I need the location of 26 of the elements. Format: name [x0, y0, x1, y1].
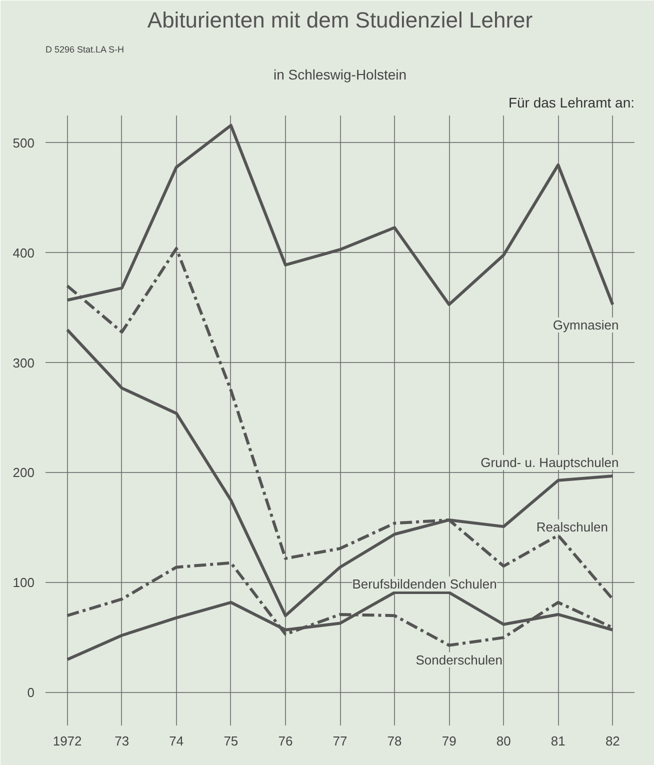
y-tick-label: 500: [12, 135, 35, 150]
chart-title: Abiturienten mit dem Studienziel Lehrer: [147, 8, 533, 32]
series-label: Gymnasien: [552, 318, 619, 333]
x-tick-label: 79: [442, 734, 456, 748]
y-tick-label: 400: [12, 245, 35, 260]
y-tick-label: 100: [12, 575, 35, 590]
y-tick-label: 200: [12, 465, 35, 480]
x-tick-label: 81: [550, 734, 566, 748]
x-tick-label: 80: [496, 734, 511, 748]
x-tick-label: 75: [224, 734, 238, 748]
series-label: Sonderschulen: [416, 652, 502, 668]
x-tick-label: 73: [114, 734, 130, 748]
series-label: Realschulen: [536, 519, 608, 534]
series-label: Berufsbildenden Schulen: [352, 576, 497, 592]
legend-title: Für das Lehramt an:: [508, 94, 634, 110]
x-tick-label: 1972: [52, 734, 82, 748]
y-tick-label: 0: [27, 685, 35, 700]
x-tick-label: 82: [605, 734, 620, 748]
x-tick-label: 78: [387, 734, 402, 748]
chart-subtitle: in Schleswig-Holstein: [273, 66, 407, 82]
x-tick-label: 74: [169, 734, 184, 748]
x-tick-label: 77: [332, 734, 348, 748]
text: D 5296 Stat.LA S-H: [46, 44, 124, 54]
y-tick-label: 300: [12, 355, 35, 370]
series-label: Grund- u. Hauptschulen: [480, 455, 619, 470]
x-tick-label: 76: [278, 734, 293, 748]
